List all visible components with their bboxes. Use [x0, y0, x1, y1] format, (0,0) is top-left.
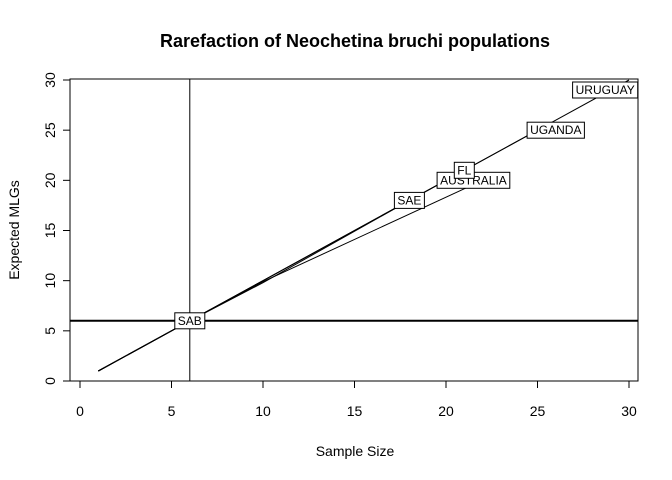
y-tick-label: 20 [42, 172, 58, 188]
y-tick-label: 5 [42, 327, 58, 335]
series-line-australia [98, 179, 483, 372]
y-tick-label: 0 [42, 377, 58, 385]
x-axis: 0 5 10 15 20 25 30 [76, 380, 637, 419]
label-box [174, 312, 206, 330]
x-tick-label: 5 [168, 403, 176, 419]
x-axis-title: Sample Size [316, 443, 395, 459]
y-tick-label: 10 [42, 273, 58, 289]
label-text: FL [457, 163, 471, 177]
y-axis-title: Expected MLGs [6, 180, 22, 280]
chart-title: Rarefaction of Neochetina bruchi populat… [160, 31, 550, 51]
x-tick-label: 20 [438, 403, 454, 419]
population-label-uganda: UGANDA [526, 121, 585, 139]
population-label-sae: SAE [393, 191, 425, 209]
x-tick-label: 10 [255, 403, 271, 419]
label-text: SAE [397, 193, 421, 207]
y-tick-label: 25 [42, 122, 58, 138]
x-tick-label: 30 [621, 403, 637, 419]
label-text: SAB [178, 314, 202, 328]
x-tick-label: 15 [347, 403, 363, 419]
label-text: UGANDA [530, 123, 581, 137]
x-tick-label: 0 [76, 403, 84, 419]
y-axis: 0 5 10 15 20 25 30 [42, 72, 71, 385]
label-box [453, 161, 475, 179]
label-box [526, 121, 585, 139]
population-label-uruguay: URUGUAY [572, 81, 639, 99]
population-label-sab: SAB [174, 312, 206, 330]
label-box [393, 191, 425, 209]
y-tick-label: 30 [42, 72, 58, 88]
x-tick-label: 25 [530, 403, 546, 419]
population-label-fl: FL [453, 161, 475, 179]
y-tick-label: 15 [42, 223, 58, 239]
label-text: URUGUAY [576, 83, 635, 97]
